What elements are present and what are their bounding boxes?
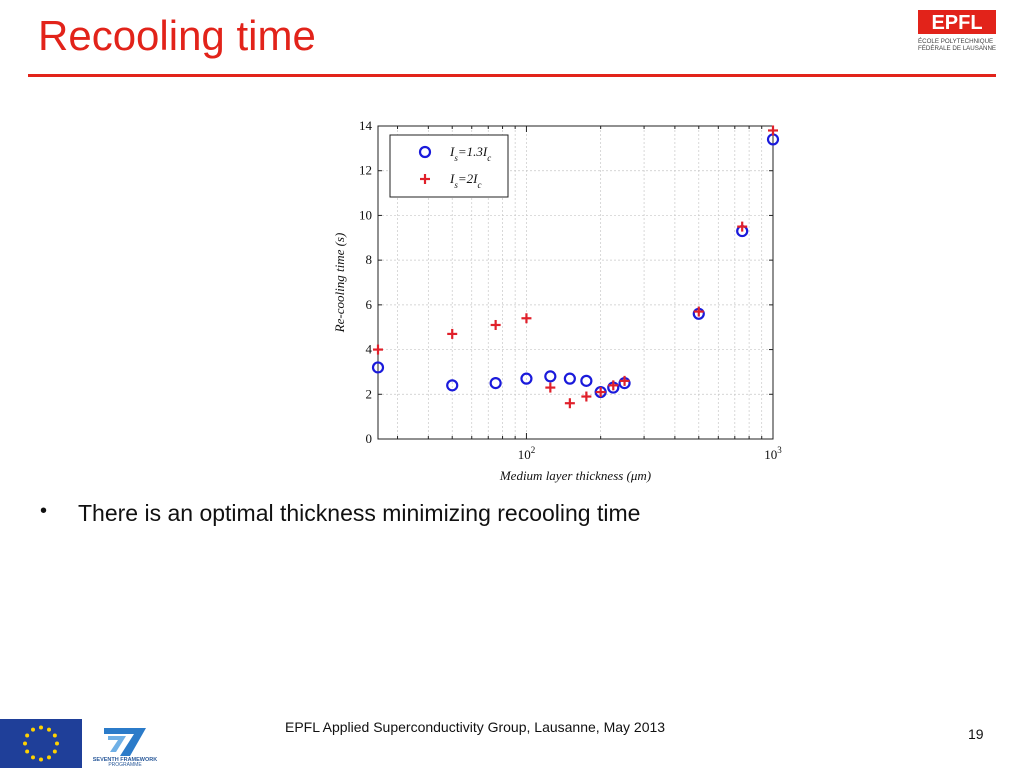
eu-star	[31, 727, 35, 732]
eu-star	[25, 749, 30, 754]
eu-star	[39, 757, 43, 762]
epfl-logo-text: EPFL	[931, 12, 982, 34]
bullet-item: • There is an optimal thickness minimizi…	[40, 500, 640, 527]
data-point-plus	[595, 387, 606, 398]
logo-line-1: ÉCOLE POLYTECHNIQUE	[918, 38, 994, 45]
y-tick-label: 6	[366, 297, 373, 312]
x-axis-label: Medium layer thickness (μm)	[499, 468, 651, 483]
epfl-logo-icon: EPFL	[918, 10, 996, 34]
eu-star	[25, 733, 30, 738]
data-point-plus	[768, 125, 778, 136]
data-point-plus	[373, 344, 383, 355]
data-point-plus	[693, 306, 704, 317]
eu-star	[55, 741, 59, 746]
data-point-circle	[489, 377, 502, 390]
plot-frame	[377, 125, 774, 440]
epfl-logo: EPFL ÉCOLE POLYTECHNIQUE FÉDÉRALE DE LAU…	[918, 10, 998, 55]
eu-star	[23, 741, 27, 746]
y-tick-label: 0	[366, 431, 373, 446]
x-tick-label: 103	[764, 445, 782, 462]
data-point-plus	[608, 380, 619, 391]
legend-marker	[418, 145, 432, 159]
data-point-circle	[580, 374, 593, 387]
y-tick-label: 4	[366, 342, 373, 357]
legend-label: Is=1.3Ic	[449, 144, 491, 163]
fp7-logo-icon: SEVENTH FRAMEWORK PROGRAMME	[86, 722, 164, 768]
x-tick-label: 102	[518, 445, 536, 462]
eu-star	[52, 733, 57, 738]
y-tick-label: 2	[366, 386, 373, 401]
data-point-circle	[446, 379, 459, 392]
page-number: 19	[968, 726, 984, 742]
legend-box	[389, 134, 509, 198]
y-tick-label: 10	[359, 207, 372, 222]
data-point-circle	[520, 372, 533, 385]
y-tick-label: 8	[366, 252, 373, 267]
y-tick-label: 12	[359, 163, 372, 178]
eu-star	[47, 755, 51, 760]
eu-flag-icon	[0, 719, 82, 768]
fp7-line-1: SEVENTH FRAMEWORK	[93, 757, 158, 763]
eu-star	[39, 725, 43, 730]
data-point-circle	[563, 372, 576, 385]
logo-line-2: FÉDÉRALE DE LAUSANNE	[918, 45, 997, 52]
data-point-circle	[371, 361, 385, 374]
eu-star	[52, 749, 57, 754]
y-axis-label: Re-cooling time (s)	[332, 233, 347, 334]
footer-text: EPFL Applied Superconductivity Group, La…	[285, 719, 666, 735]
eu-star	[31, 755, 35, 760]
chart-data-layer	[371, 125, 780, 409]
eu-star	[47, 727, 51, 732]
data-point-plus	[564, 398, 575, 409]
bullet-dot-icon: •	[40, 500, 48, 522]
slide-title: Recooling time	[38, 12, 316, 59]
data-point-plus	[581, 391, 592, 402]
data-point-plus	[521, 313, 532, 324]
series-2	[373, 125, 778, 409]
recooling-chart: 0 2 4 6 8 10 12 14 102 103 Is=1.3Ic Is=2Ic Medium …	[332, 118, 782, 483]
legend-marker	[420, 174, 430, 184]
data-point-plus	[619, 375, 630, 386]
data-point-plus	[545, 382, 556, 393]
title-underline	[28, 74, 996, 77]
chart-legend: Is=1.3Ic Is=2Ic	[389, 134, 509, 198]
bullet-list: • There is an optimal thickness minimizi…	[40, 500, 640, 527]
data-point-plus	[737, 221, 748, 232]
data-point-plus	[447, 328, 458, 339]
data-point-circle	[544, 370, 557, 383]
data-point-plus	[490, 319, 501, 330]
legend-label: Is=2Ic	[449, 171, 481, 190]
y-tick-label: 14	[359, 118, 373, 133]
fp7-line-2: PROGRAMME	[108, 762, 142, 768]
chart-ticks: 0 2 4 6 8 10 12 14 102 103	[359, 118, 782, 462]
bullet-text: There is an optimal thickness minimizing…	[78, 500, 641, 526]
